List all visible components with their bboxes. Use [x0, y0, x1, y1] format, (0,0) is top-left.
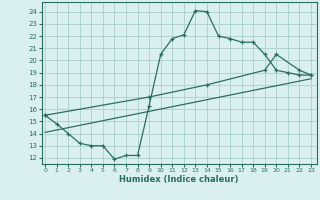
X-axis label: Humidex (Indice chaleur): Humidex (Indice chaleur): [119, 175, 239, 184]
